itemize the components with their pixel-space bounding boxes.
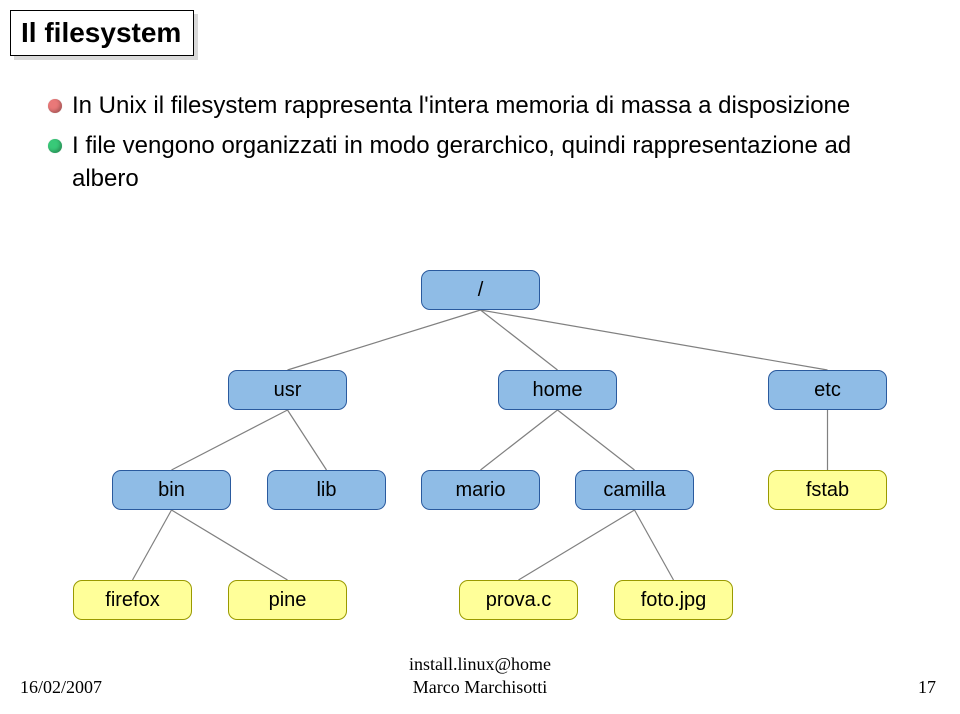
footer-project: install.linux@home (409, 653, 551, 676)
tree-edge (558, 410, 635, 470)
tree-node-firefox: firefox (73, 580, 192, 620)
tree-node-pine: pine (228, 580, 347, 620)
tree-node-mario: mario (421, 470, 540, 510)
bullet-dot-icon (48, 139, 62, 153)
bullet-text: I file vengono organizzati in modo gerar… (72, 130, 920, 195)
tree-node-label: bin (158, 479, 185, 502)
tree-edge (519, 510, 635, 580)
footer-date: 16/02/2007 (20, 677, 102, 698)
tree-edge (288, 310, 481, 370)
tree-node-lib: lib (267, 470, 386, 510)
page-title: Il filesystem (10, 10, 194, 56)
tree-edge (635, 510, 674, 580)
tree-node-label: camilla (603, 479, 665, 502)
tree-edge (481, 310, 558, 370)
tree-edge (133, 510, 172, 580)
tree-node-etc: etc (768, 370, 887, 410)
bullet-list: In Unix il filesystem rappresenta l'inte… (48, 90, 920, 203)
tree-edge (172, 510, 288, 580)
tree-node-label: / (478, 279, 484, 302)
filesystem-tree-diagram: / usr home etc bin lib mario camilla fstab firefo… (0, 250, 960, 640)
tree-node-bin: bin (112, 470, 231, 510)
tree-node-fstab: fstab (768, 470, 887, 510)
footer-center: install.linux@home Marco Marchisotti (409, 653, 551, 698)
tree-edge (481, 310, 828, 370)
tree-node-label: prova.c (486, 589, 552, 612)
footer-page-number: 17 (918, 677, 936, 698)
tree-node-label: lib (316, 479, 336, 502)
tree-node-label: mario (455, 479, 505, 502)
tree-node-label: usr (274, 379, 302, 402)
tree-edge (288, 410, 327, 470)
bullet-item: I file vengono organizzati in modo gerar… (48, 130, 920, 195)
tree-node-camilla: camilla (575, 470, 694, 510)
tree-node-provac: prova.c (459, 580, 578, 620)
bullet-text: In Unix il filesystem rappresenta l'inte… (72, 90, 850, 122)
bullet-item: In Unix il filesystem rappresenta l'inte… (48, 90, 920, 122)
bullet-dot-icon (48, 99, 62, 113)
tree-node-usr: usr (228, 370, 347, 410)
tree-node-label: foto.jpg (641, 589, 707, 612)
tree-edge (172, 410, 288, 470)
tree-node-label: pine (269, 589, 307, 612)
tree-node-label: firefox (105, 589, 159, 612)
tree-node-fotojpg: foto.jpg (614, 580, 733, 620)
tree-node-label: fstab (806, 479, 849, 502)
footer-author: Marco Marchisotti (409, 676, 551, 699)
tree-node-label: home (532, 379, 582, 402)
tree-edge (481, 410, 558, 470)
tree-node-home: home (498, 370, 617, 410)
tree-node-label: etc (814, 379, 841, 402)
tree-node-root: / (421, 270, 540, 310)
